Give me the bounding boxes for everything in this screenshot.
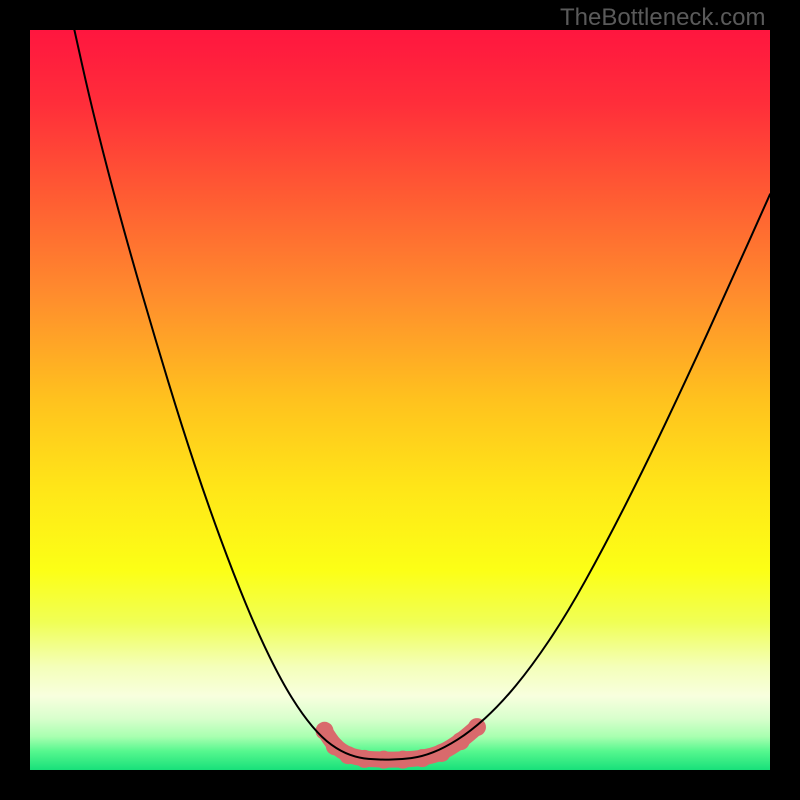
optimal-range-dot bbox=[432, 744, 450, 762]
gradient-background bbox=[30, 30, 770, 770]
optimal-range-dot bbox=[316, 722, 334, 740]
watermark-text: TheBottleneck.com bbox=[560, 4, 765, 32]
bottleneck-chart bbox=[0, 0, 800, 800]
chart-frame bbox=[770, 0, 800, 800]
chart-frame bbox=[0, 0, 30, 800]
chart-frame bbox=[0, 770, 800, 800]
